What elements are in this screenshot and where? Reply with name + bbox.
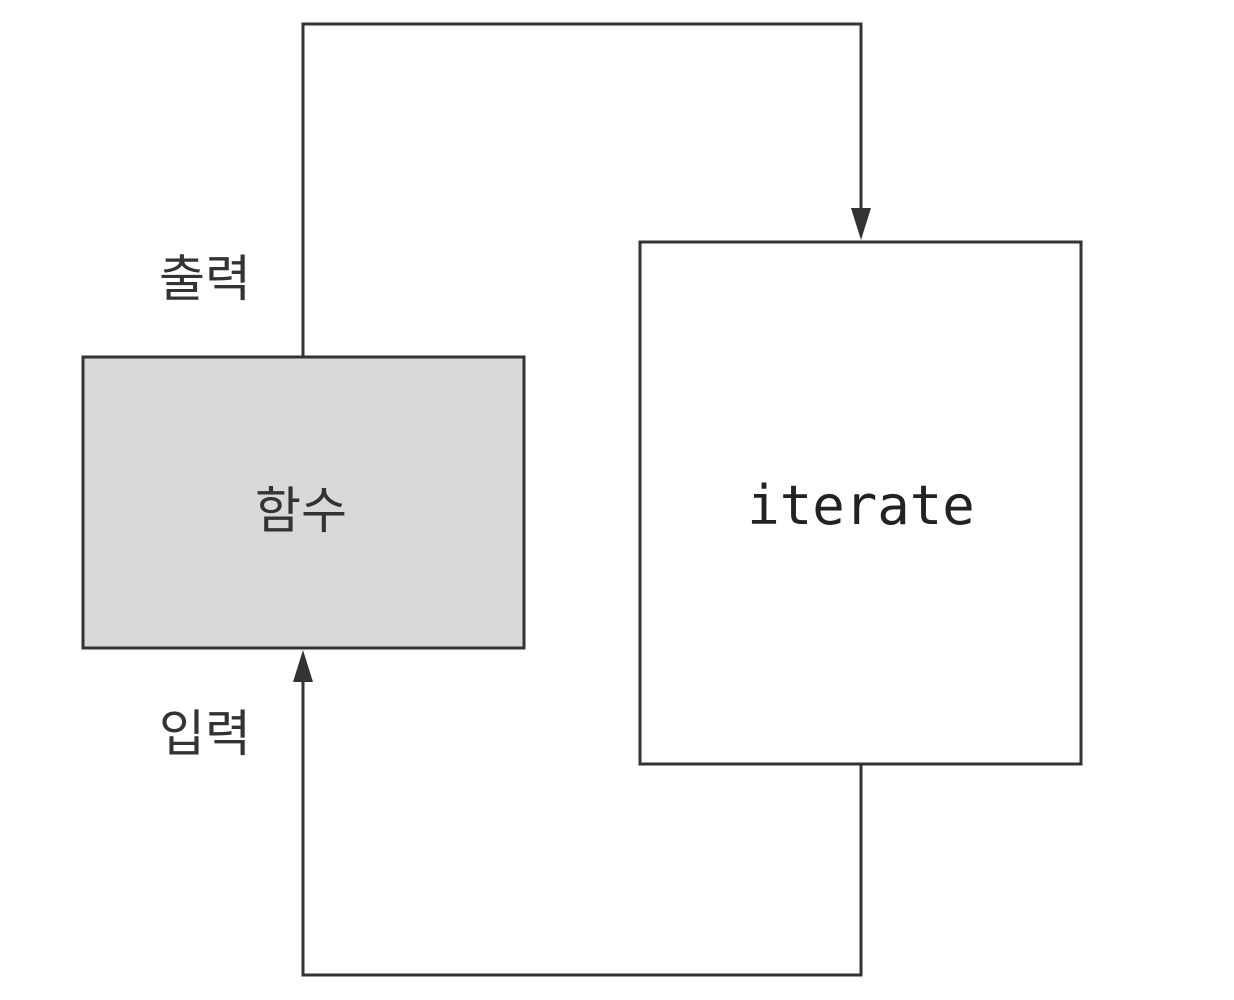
output-label: 출력 bbox=[159, 250, 251, 308]
output-arrowhead bbox=[851, 208, 871, 240]
output-connector bbox=[301, 22, 863, 357]
input-label: 입력 bbox=[159, 705, 251, 763]
function-box-label: 함수 bbox=[255, 482, 347, 540]
input-connector bbox=[301, 680, 863, 977]
input-arrowhead bbox=[293, 650, 313, 682]
iterate-box: iterate bbox=[638, 240, 1083, 766]
iterate-box-label: iterate bbox=[747, 474, 975, 537]
function-box: 함수 bbox=[81, 355, 526, 650]
